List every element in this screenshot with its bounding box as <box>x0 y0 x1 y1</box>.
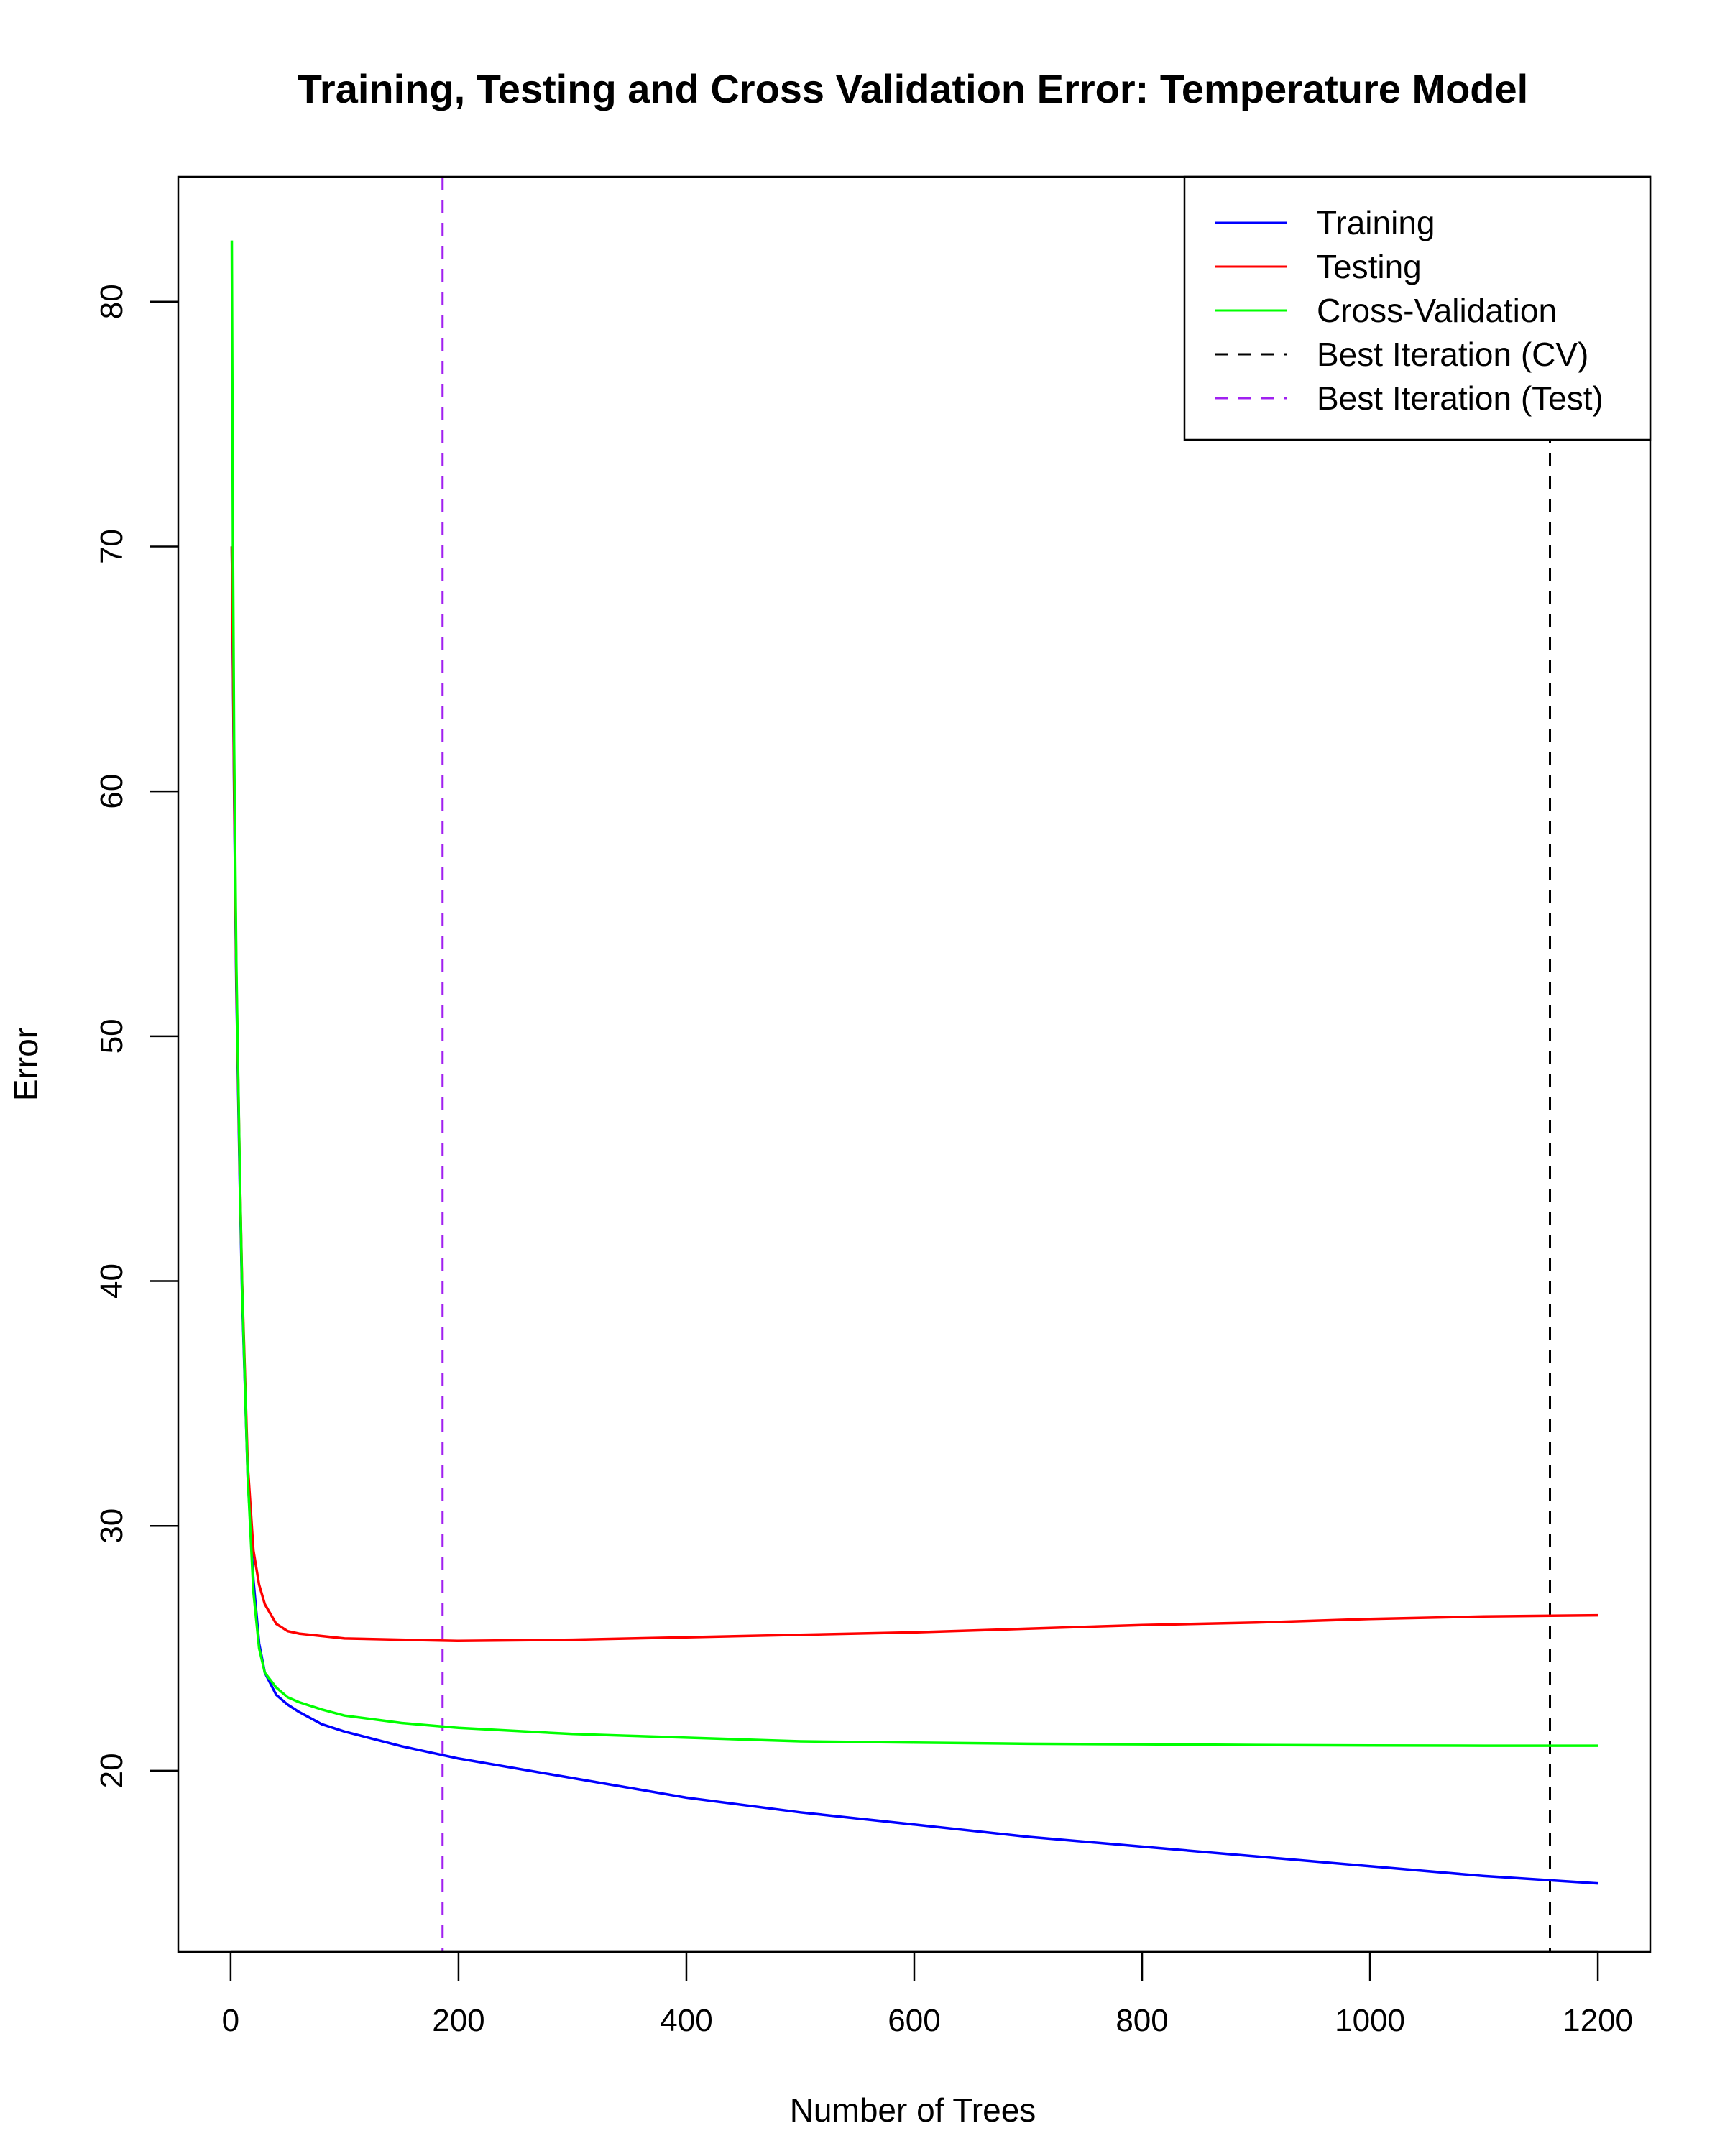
plot-area <box>230 177 1598 1952</box>
legend-label: Best Iteration (CV) <box>1317 336 1588 373</box>
y-tick-label: 30 <box>94 1508 129 1544</box>
y-tick-label: 60 <box>94 774 129 809</box>
x-tick-label: 600 <box>888 2003 940 2038</box>
x-axis-label: Number of Trees <box>790 2091 1036 2129</box>
legend-box <box>1183 175 1652 441</box>
series-line-testing <box>230 546 1598 1643</box>
legend-label: Testing <box>1317 248 1422 285</box>
x-tick-label: 1200 <box>1563 2003 1633 2038</box>
x-tick-label: 1000 <box>1335 2003 1405 2038</box>
y-tick-label: 40 <box>94 1263 129 1299</box>
x-tick-label: 200 <box>432 2003 484 2038</box>
x-axis: 0 200 400 600 800 1000 1200 <box>222 1950 1633 2038</box>
x-tick-label: 800 <box>1116 2003 1168 2038</box>
legend-label: Training <box>1317 204 1435 241</box>
x-tick-label: 0 <box>222 2003 239 2038</box>
series-line-cross-validation <box>230 240 1598 1747</box>
y-tick-label: 70 <box>94 529 129 564</box>
y-axis: 20 30 40 50 60 70 80 <box>94 284 178 1788</box>
y-tick-label: 80 <box>94 284 129 319</box>
chart-title: Training, Testing and Cross Validation E… <box>298 66 1528 111</box>
legend-label: Best Iteration (Test) <box>1317 379 1604 417</box>
plot-frame <box>177 175 1652 1953</box>
x-tick-label: 400 <box>660 2003 712 2038</box>
y-tick-label: 50 <box>94 1018 129 1054</box>
y-tick-label: 20 <box>94 1753 129 1788</box>
series-line-training <box>230 546 1598 1885</box>
legend: Training Testing Cross-Validation Best Iter… <box>1183 175 1652 441</box>
legend-label: Cross-Validation <box>1317 292 1557 329</box>
y-axis-label: Error <box>7 1028 45 1101</box>
